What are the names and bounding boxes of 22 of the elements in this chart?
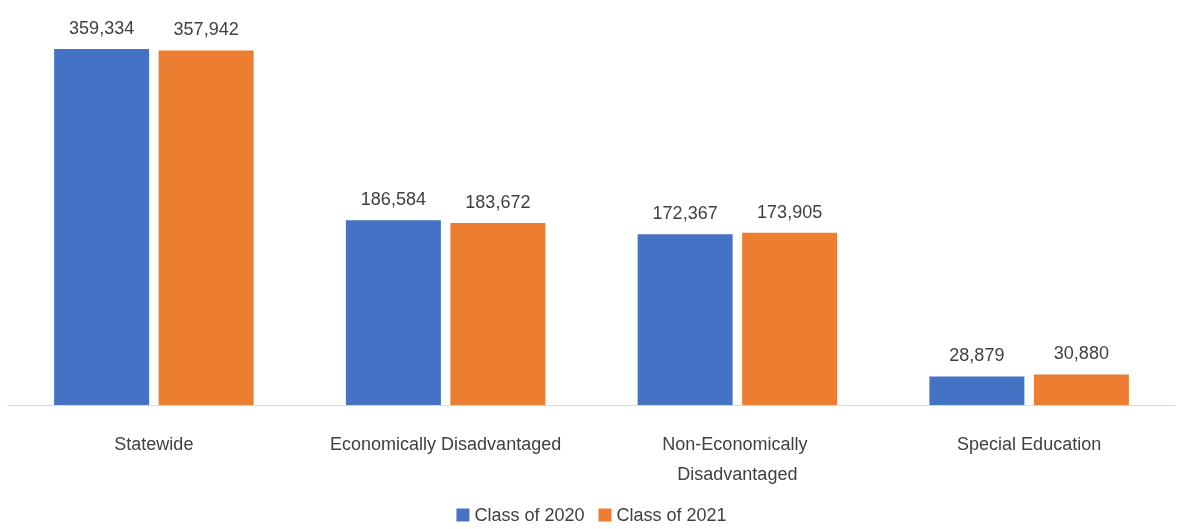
data-label: 28,879 <box>949 345 1005 366</box>
data-label: 357,942 <box>173 19 239 40</box>
bar <box>929 376 1025 405</box>
bar <box>742 232 838 405</box>
bar <box>54 49 150 405</box>
data-label: 359,334 <box>69 18 135 38</box>
bar <box>450 223 546 405</box>
data-label: 186,584 <box>360 189 426 210</box>
data-label: 30,880 <box>1053 343 1109 364</box>
bar <box>345 220 441 405</box>
data-label: 173,905 <box>757 201 823 222</box>
legend-label: Class of 2021 <box>616 505 727 525</box>
bar <box>158 50 254 405</box>
x-tick-label: Special Education <box>957 434 1102 454</box>
x-tick-label: Economically Disadvantaged <box>330 434 562 454</box>
x-tick-label: Statewide <box>114 434 194 454</box>
data-label: 183,672 <box>465 192 531 213</box>
legend-label: Class of 2020 <box>474 505 585 525</box>
bar <box>1033 374 1129 405</box>
bar <box>637 234 733 405</box>
x-tick-label: Non-Economically Disadvantaged <box>662 434 813 484</box>
data-label: 172,367 <box>652 203 718 224</box>
